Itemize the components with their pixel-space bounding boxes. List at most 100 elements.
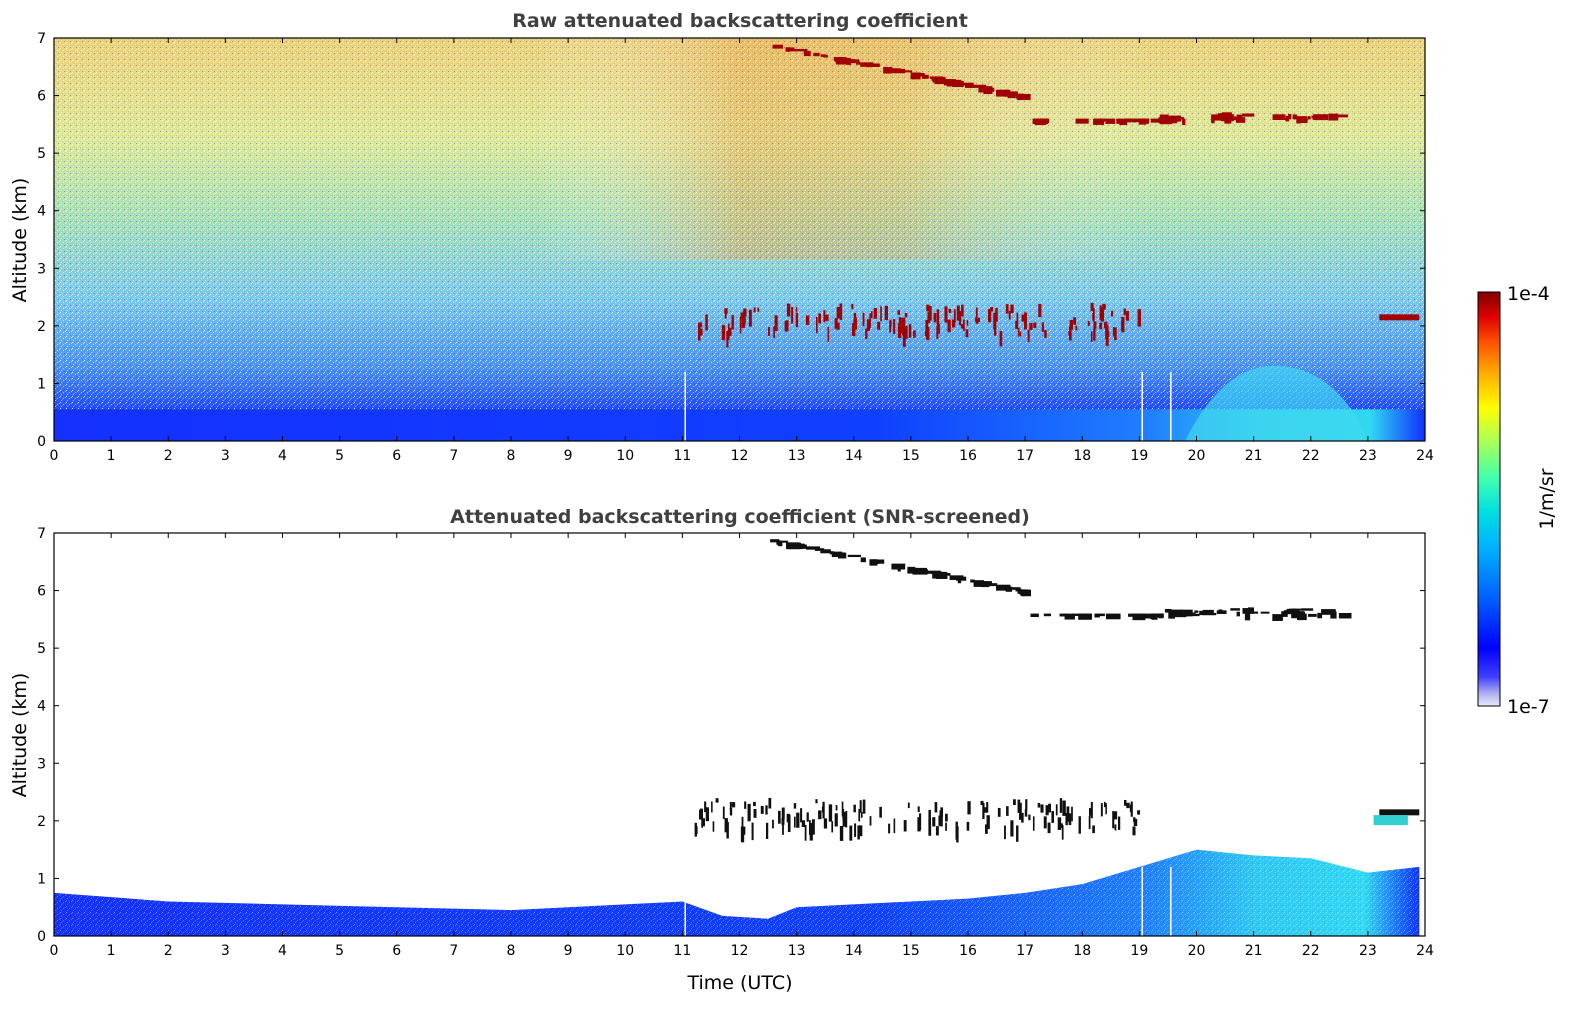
cloud-pixel xyxy=(1087,320,1090,327)
cloud-pixel xyxy=(899,70,913,73)
x-tick-label: 13 xyxy=(788,448,806,464)
cloud-pixel xyxy=(1099,305,1102,321)
cloud-pixel xyxy=(970,579,975,583)
cloud-pixel xyxy=(1092,312,1095,321)
x-tick-label: 20 xyxy=(1188,943,1206,959)
cloud-pixel xyxy=(1069,326,1072,341)
cloud-pixel xyxy=(873,307,878,319)
x-tick-label: 24 xyxy=(1416,943,1434,959)
cloud-pixel xyxy=(851,303,854,310)
cloud-pixel xyxy=(715,798,719,803)
y-tick-label: 6 xyxy=(37,89,46,105)
cloud-pixel xyxy=(860,62,874,67)
cloud-pixel xyxy=(1021,812,1024,823)
cloud-pixel xyxy=(986,815,990,830)
cloud-pixel xyxy=(1110,310,1114,317)
cyan-plume xyxy=(1185,365,1368,441)
cloud-pixel xyxy=(1125,310,1129,321)
cloud-pixel xyxy=(787,814,791,833)
cloud-pixel xyxy=(1214,115,1225,121)
cloud-pixel xyxy=(1307,116,1311,120)
y-tick-label: 0 xyxy=(37,434,46,450)
cloud-pixel xyxy=(777,540,783,547)
x-tick-label: 8 xyxy=(507,943,516,959)
cloud-pixel xyxy=(935,572,948,579)
cloud-pixel xyxy=(1244,613,1251,621)
x-tick-label: 1 xyxy=(107,943,116,959)
cloud-pixel xyxy=(701,817,703,828)
cloud-pixel xyxy=(1008,310,1011,320)
cloud-pixel xyxy=(727,323,730,340)
cloud-pixel xyxy=(918,74,924,77)
cloud-pixel xyxy=(1032,816,1035,831)
cloud-pixel xyxy=(760,805,764,814)
snr-screened-panel: Attenuated backscattering coefficient (S… xyxy=(9,506,1434,994)
cloud-pixel xyxy=(1285,115,1290,122)
cloud-pixel xyxy=(1010,820,1014,837)
cloud-pixel xyxy=(1015,588,1021,592)
cloud-pixel xyxy=(865,328,868,340)
cloud-pixel xyxy=(1138,118,1150,122)
heatmap-noise xyxy=(54,38,1425,441)
cloud-pixel xyxy=(845,810,848,828)
cloud-pixel xyxy=(961,304,964,317)
cloud-pixel xyxy=(786,47,795,52)
cloud-pixel xyxy=(724,308,728,314)
colorbar-max-label: 1e-4 xyxy=(1507,283,1550,305)
cloud-pixel xyxy=(795,307,798,312)
cloud-pixel xyxy=(1292,114,1298,120)
cloud-pixel xyxy=(1133,818,1138,827)
x-tick-label: 2 xyxy=(164,448,173,464)
cloud-pixel xyxy=(768,797,772,809)
cloud-pixel xyxy=(821,806,825,813)
cloud-pixel xyxy=(1000,585,1009,589)
cloud-pixel xyxy=(956,305,960,321)
x-tick-label: 16 xyxy=(959,448,977,464)
cloud-pixel xyxy=(694,822,697,837)
cloud-pixel xyxy=(711,801,713,813)
y-tick-label: 1 xyxy=(37,376,46,392)
cloud-pixel xyxy=(823,310,826,323)
cloud-pixel xyxy=(1336,114,1349,118)
cloud-pixel xyxy=(854,823,857,837)
cloud-pixel xyxy=(772,44,783,49)
cloud-pixel xyxy=(1211,116,1215,124)
cloud-pixel xyxy=(971,84,987,88)
cloud-pixel xyxy=(1139,613,1147,616)
y-tick-label: 2 xyxy=(37,814,46,830)
cloud-pixel xyxy=(839,825,844,841)
cloud-pixel xyxy=(753,809,757,818)
cloud-pixel xyxy=(862,799,866,814)
cloud-pixel xyxy=(791,306,794,324)
cloud-pixel xyxy=(983,87,990,91)
cloud-pixel xyxy=(858,825,863,837)
cloud-pixel xyxy=(811,819,815,835)
cloud-pixel xyxy=(765,805,768,815)
y-tick-label: 3 xyxy=(37,756,46,772)
cloud-pixel xyxy=(1094,118,1107,122)
cloud-pixel xyxy=(1139,613,1154,619)
y-tick-label: 2 xyxy=(37,319,46,335)
cloud-pixel xyxy=(698,322,701,341)
cloud-pixel xyxy=(889,68,901,73)
cloud-pixel xyxy=(919,569,928,575)
cloud-pixel xyxy=(1033,322,1037,328)
cloud-pixel xyxy=(747,803,751,822)
cloud-pixel xyxy=(1099,322,1102,330)
x-tick-label: 7 xyxy=(449,448,458,464)
cloud-pixel xyxy=(888,823,891,834)
colorbar-gradient xyxy=(1477,291,1501,707)
cloud-pixel xyxy=(1106,613,1121,620)
cloud-pixel xyxy=(729,801,732,810)
cloud-pixel xyxy=(1037,802,1041,808)
cloud-pixel xyxy=(1236,611,1240,617)
cloud-pixel xyxy=(1296,611,1305,614)
cloud-pixel xyxy=(1301,608,1314,611)
cloud-pixel xyxy=(858,808,861,822)
x-tick-label: 5 xyxy=(335,448,344,464)
cloud-pixel xyxy=(702,818,705,827)
cloud-pixel xyxy=(955,821,958,840)
cloud-pixel xyxy=(1038,304,1042,318)
cloud-pixel xyxy=(999,331,1003,347)
